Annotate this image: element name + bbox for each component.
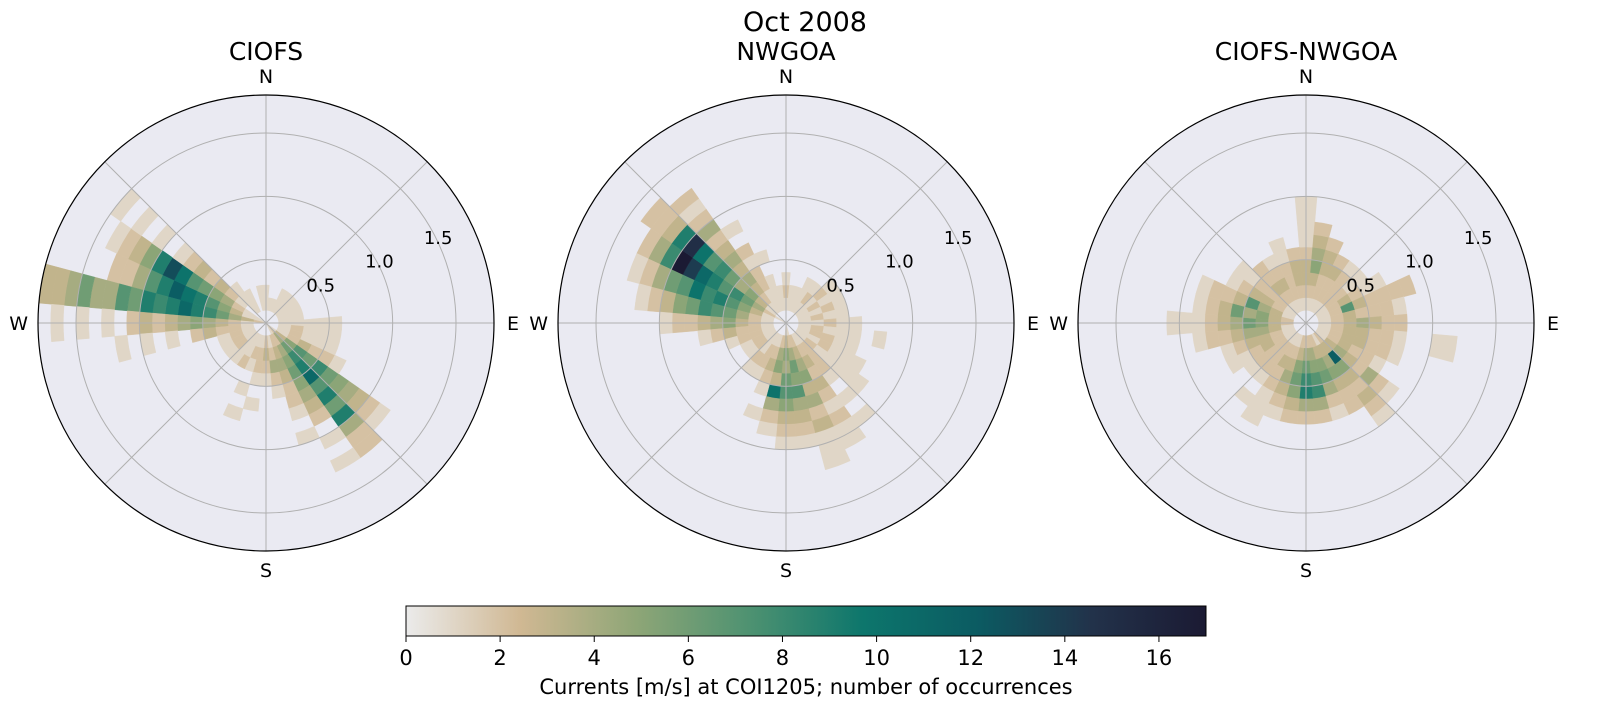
compass-label-s: S bbox=[260, 560, 272, 582]
histogram-cell bbox=[229, 281, 245, 297]
figure-title: Oct 2008 bbox=[743, 7, 867, 38]
compass-label-s: S bbox=[1300, 560, 1312, 582]
radial-tick-label: 0.5 bbox=[826, 275, 855, 296]
histogram-cell bbox=[164, 330, 181, 350]
colorbar-tick-label: 16 bbox=[1146, 646, 1173, 670]
histogram-cell bbox=[634, 283, 652, 312]
histogram-cell bbox=[697, 329, 713, 347]
compass-label-s: S bbox=[780, 560, 792, 582]
compass-label-w: W bbox=[9, 313, 28, 335]
radial-tick-label: 0.5 bbox=[1346, 275, 1375, 296]
colorbar-label: Currents [m/s] at COI1205; number of occ… bbox=[539, 675, 1072, 699]
compass-label-w: W bbox=[1049, 313, 1068, 335]
histogram-cell bbox=[243, 288, 256, 303]
angular-gridline bbox=[265, 322, 428, 485]
colorbar-tick-label: 6 bbox=[682, 646, 695, 670]
angular-gridline bbox=[1305, 322, 1468, 485]
colorbar-tick-label: 8 bbox=[776, 646, 789, 670]
histogram-cell bbox=[742, 403, 764, 422]
histogram-cell bbox=[288, 403, 310, 422]
histogram-cells bbox=[1166, 196, 1458, 428]
angular-gridline bbox=[104, 161, 267, 324]
angular-gridline bbox=[265, 161, 428, 324]
histogram-cell bbox=[114, 334, 132, 363]
histogram-cell bbox=[1313, 408, 1333, 425]
colorbar-tick-label: 2 bbox=[493, 646, 506, 670]
radial-tick-label: 1.5 bbox=[944, 228, 973, 249]
histogram-cell bbox=[1440, 334, 1458, 363]
angular-gridline bbox=[785, 322, 948, 485]
colorbar-gradient bbox=[405, 605, 1207, 637]
angular-gridline bbox=[1305, 161, 1468, 324]
histogram-cell bbox=[626, 253, 649, 284]
angular-gridline bbox=[785, 161, 948, 324]
angular-gridline bbox=[1144, 322, 1307, 485]
compass-label-e: E bbox=[1027, 313, 1039, 335]
angular-gridline bbox=[624, 322, 787, 485]
radial-tick-label: 1.0 bbox=[885, 252, 914, 273]
colorbar-tick-label: 4 bbox=[588, 646, 601, 670]
histogram-cell bbox=[756, 420, 778, 437]
polar-frame bbox=[1077, 94, 1535, 552]
histogram-cell bbox=[329, 447, 361, 473]
polar-grid bbox=[558, 95, 1014, 551]
colorbar-tick-label: 14 bbox=[1051, 646, 1078, 670]
polar-frame bbox=[37, 94, 495, 552]
histogram-cell bbox=[669, 187, 700, 216]
radial-tick-label: 1.5 bbox=[424, 228, 453, 249]
histogram-cell bbox=[1325, 237, 1344, 255]
angular-gridline bbox=[624, 161, 787, 324]
polar-panel-2: 0.5 1.0 1.5 N S E W NWGOA bbox=[529, 37, 1039, 582]
compass-label-n: N bbox=[259, 66, 273, 88]
colorbar: 0 2 4 6 8 10 12 14 16 Currents [m/s] at COI1205; … bbox=[399, 605, 1207, 699]
histogram-cell bbox=[1195, 274, 1215, 298]
angular-gridline bbox=[1144, 161, 1307, 324]
histogram-cell bbox=[1268, 237, 1287, 255]
radial-tick-label: 1.0 bbox=[365, 252, 394, 273]
compass-label-w: W bbox=[529, 313, 548, 335]
radial-tick-label: 0.5 bbox=[306, 275, 335, 296]
histogram-cell bbox=[734, 242, 755, 262]
histogram-cell bbox=[764, 273, 777, 289]
polar-frame bbox=[557, 94, 1015, 552]
angular-gridline bbox=[104, 322, 267, 485]
radial-tick-label: 1.5 bbox=[1464, 228, 1493, 249]
histogram-cells bbox=[626, 187, 888, 471]
histogram-cell bbox=[1391, 296, 1408, 316]
histogram-cell bbox=[1240, 405, 1264, 427]
histogram-cell bbox=[821, 449, 851, 471]
histogram-cell bbox=[871, 330, 888, 350]
polar-panel-1: 0.5 1.0 1.5 N S E W CIOFS bbox=[9, 37, 519, 582]
panel-title: CIOFS-NWGOA bbox=[1215, 37, 1397, 66]
polar-grid bbox=[1078, 95, 1534, 551]
histogram-cell bbox=[222, 403, 244, 422]
compass-label-n: N bbox=[1299, 66, 1313, 88]
panel-title: CIOFS bbox=[229, 37, 303, 66]
compass-label-e: E bbox=[507, 313, 519, 335]
histogram-cell bbox=[836, 385, 858, 407]
panel-title: NWGOA bbox=[736, 37, 835, 66]
colorbar-tick-label: 12 bbox=[957, 646, 984, 670]
histogram-cell bbox=[720, 219, 744, 241]
histogram-cell bbox=[1386, 345, 1405, 367]
polar-panel-3: 0.5 1.0 1.5 N S E W CIOFS-NWGOA bbox=[1049, 37, 1559, 582]
histogram-cell bbox=[1397, 274, 1417, 298]
histogram-cell bbox=[327, 354, 347, 375]
polar-grid bbox=[38, 95, 494, 551]
histogram-cell bbox=[1313, 221, 1333, 238]
histogram-cell bbox=[216, 332, 232, 345]
compass-label-e: E bbox=[1547, 313, 1559, 335]
compass-label-n: N bbox=[779, 66, 793, 88]
colorbar-tick-label: 10 bbox=[863, 646, 890, 670]
radial-tick-label: 1.0 bbox=[1405, 252, 1434, 273]
colorbar-tick-label: 0 bbox=[399, 646, 412, 670]
